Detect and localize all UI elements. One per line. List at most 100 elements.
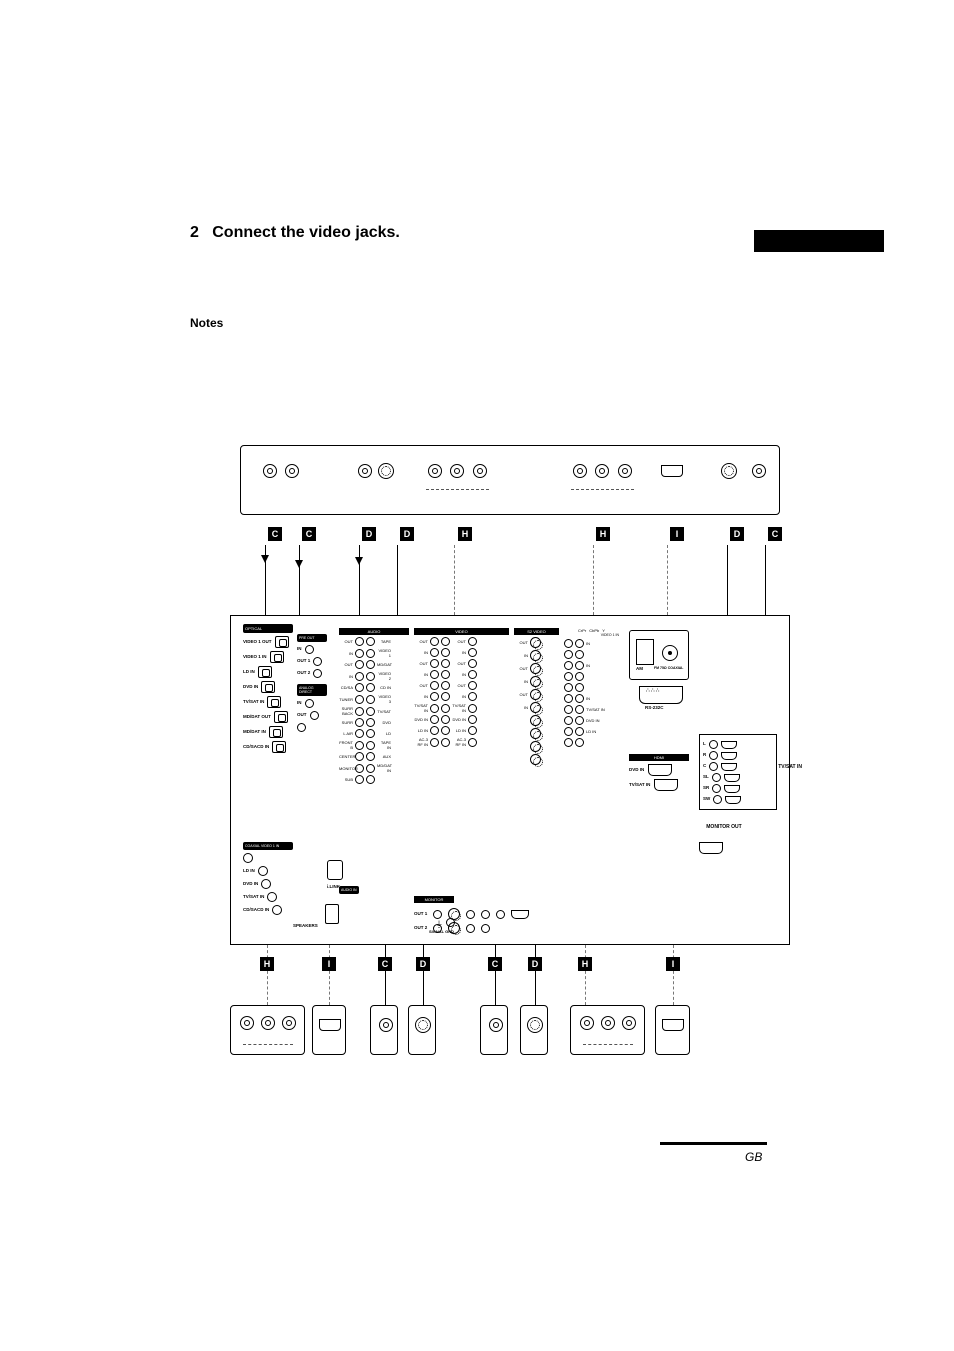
rca-icon (752, 464, 766, 478)
port-label: LD IN (243, 670, 255, 675)
port-label: TV/SAT IN (243, 895, 264, 900)
cable-line-dashed (593, 545, 594, 615)
rca-port-icon (575, 683, 584, 692)
rca-port-icon (441, 681, 450, 690)
arrow-icon (355, 557, 363, 565)
rca-port-icon (355, 729, 364, 738)
key-badge: I (666, 957, 680, 971)
row-label-right: MD/DAT (377, 662, 391, 667)
bottom-device-rca-2 (480, 1005, 508, 1055)
row-label: C (703, 764, 706, 769)
row-label: IN (586, 641, 590, 646)
key-badge: C (268, 527, 282, 541)
row-label-right: LD (377, 731, 391, 736)
port-label: LD IN (243, 869, 255, 874)
rca-port-icon (355, 672, 364, 681)
audio-in-block: AUDIO IN (339, 886, 359, 894)
cable-line-dashed (454, 545, 455, 615)
rca-port-icon (366, 729, 375, 738)
rca-port-icon (430, 692, 439, 701)
row-label-right: DVD (377, 720, 391, 725)
row-label-right: AUX (377, 754, 391, 759)
tvsat-row: SR (703, 784, 773, 793)
row-label-left: L AIR (339, 731, 353, 736)
component-extra: VIDEO 1 IN (564, 633, 619, 637)
top-group-audio (261, 462, 301, 480)
rca-port-icon (430, 738, 439, 747)
rca-icon (428, 464, 442, 478)
rca-port-icon (712, 773, 721, 782)
row-label-left: SURR (339, 720, 353, 725)
row-label: OUT (414, 639, 428, 644)
component-row: IN (564, 661, 619, 670)
preout-header: PRE OUT (297, 634, 327, 642)
audio-row: INVIDEO 2 (339, 671, 409, 681)
row-label: TV/SAT IN (414, 703, 428, 713)
row-label: LD IN (452, 728, 466, 733)
row-label-left: CENTER (339, 754, 353, 759)
rca-port-icon (366, 660, 375, 669)
rca-icon (601, 1016, 615, 1030)
svideo-row: OUT (514, 637, 559, 648)
row-label: DVD IN (414, 717, 428, 722)
audio-in-label: AUDIO IN (339, 886, 359, 894)
rca-port-icon (468, 659, 477, 668)
hdmi-port-icon (654, 779, 678, 791)
optical-port-icon (270, 651, 284, 663)
badge-row-top: C C D D H H I D C (240, 527, 780, 547)
port-label: OUT 1 (297, 659, 310, 664)
svideo-section: S2 VIDEO OUTINOUTINOUTIN (514, 628, 559, 767)
video-row: ININ (414, 648, 509, 657)
audio-header: AUDIO (339, 628, 409, 635)
video-row: AC-3 RF INAC-3 RF IN (414, 737, 509, 747)
monitor-sub: OUT 1 (414, 912, 427, 917)
analog-direct-header: ANALOG DIRECT (297, 684, 327, 696)
svideo-row (514, 754, 559, 765)
rca-port-icon (355, 764, 364, 773)
coax-header: COAXIAL VIDEO 1 IN (243, 842, 293, 850)
top-group-sv-rca (721, 462, 768, 480)
row-label: L (703, 742, 706, 747)
footer-rule (660, 1142, 767, 1145)
rca-port-icon (430, 681, 439, 690)
rca-port-icon (313, 669, 322, 678)
bottom-device-rca (370, 1005, 398, 1055)
tvsat-row: L (703, 740, 773, 749)
fm-label: FM 75Ω COAXIAL (654, 667, 683, 671)
row-label: OUT (514, 666, 528, 671)
rca-port-icon (713, 795, 722, 804)
component-row: LD IN (564, 727, 619, 736)
row-label-left: SUB (339, 777, 353, 782)
video-row: TV/SAT INTV/SAT IN (414, 703, 509, 713)
rca-port-icon (430, 637, 439, 646)
port-label: MD/DAT IN (243, 730, 266, 735)
row-label-right: TAPE IN (377, 740, 391, 750)
rca-port-icon (481, 924, 490, 933)
bottom-device-hdmi-2 (655, 1005, 690, 1055)
component-row (564, 650, 619, 659)
rca-port-icon (430, 670, 439, 679)
audio-row: INVIDEO 1 (339, 648, 409, 658)
rca-port-icon (496, 910, 505, 919)
rca-port-icon (355, 637, 364, 646)
audio-row: SUB (339, 775, 409, 784)
section-tab (754, 230, 884, 252)
multi-port-icon (724, 774, 740, 782)
row-label-left: OUT (339, 639, 353, 644)
port-label: IN (297, 701, 302, 706)
monitor-sub: OUT 2 (414, 926, 427, 931)
audio-row: OUTTAPE (339, 637, 409, 646)
rca-port-icon (564, 639, 573, 648)
monitor-out-section (699, 842, 749, 854)
hdmi-port-label: DVD IN (629, 768, 644, 773)
svideo-row: OUT (514, 663, 559, 674)
hdmi-port-icon (511, 910, 529, 919)
key-badge: C (378, 957, 392, 971)
rca-icon (573, 464, 587, 478)
bottom-device-component (230, 1005, 305, 1055)
rca-port-icon (468, 692, 477, 701)
rca-port-icon (564, 672, 573, 681)
step-number: 2 (190, 224, 199, 241)
rca-port-icon (564, 727, 573, 736)
rca-port-icon (355, 775, 364, 784)
